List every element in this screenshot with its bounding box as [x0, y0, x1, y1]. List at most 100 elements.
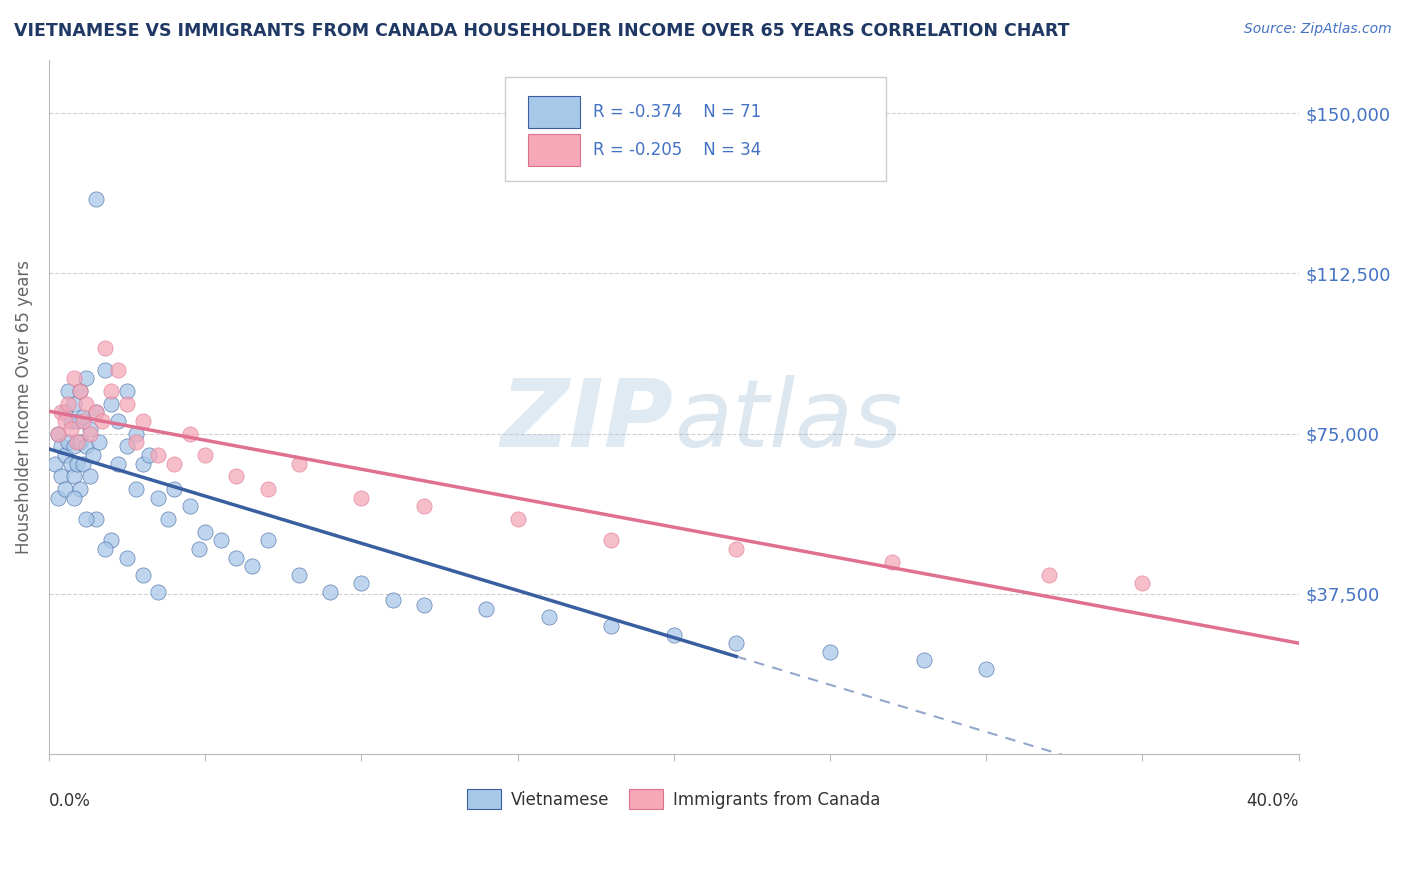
Immigrants from Canada — [163, 457, 186, 471]
Vietnamese — [75, 371, 97, 385]
Immigrants from Canada — [288, 457, 311, 471]
Vietnamese — [75, 512, 97, 526]
Vietnamese — [818, 645, 841, 659]
Immigrants from Canada — [125, 435, 148, 450]
Vietnamese — [319, 584, 342, 599]
Vietnamese — [72, 409, 94, 424]
Vietnamese — [46, 426, 69, 441]
Immigrants from Canada — [148, 448, 170, 462]
Vietnamese — [115, 439, 138, 453]
Vietnamese — [662, 627, 685, 641]
Vietnamese — [288, 567, 311, 582]
Immigrants from Canada — [53, 414, 76, 428]
FancyBboxPatch shape — [527, 134, 581, 166]
Immigrants from Canada — [59, 422, 82, 436]
Y-axis label: Householder Income Over 65 years: Householder Income Over 65 years — [15, 260, 32, 554]
Vietnamese — [66, 457, 89, 471]
Text: 40.0%: 40.0% — [1246, 792, 1299, 811]
Immigrants from Canada — [66, 435, 89, 450]
Vietnamese — [69, 435, 91, 450]
Vietnamese — [94, 362, 117, 376]
Immigrants from Canada — [51, 405, 73, 419]
Immigrants from Canada — [256, 482, 278, 496]
Vietnamese — [240, 559, 263, 574]
Vietnamese — [163, 482, 186, 496]
Immigrants from Canada — [91, 414, 114, 428]
Immigrants from Canada — [72, 414, 94, 428]
Vietnamese — [131, 567, 153, 582]
Vietnamese — [412, 598, 434, 612]
Immigrants from Canada — [79, 426, 101, 441]
Immigrants from Canada — [131, 414, 153, 428]
Immigrants from Canada — [179, 426, 201, 441]
Immigrants from Canada — [107, 362, 129, 376]
Vietnamese — [87, 435, 110, 450]
Immigrants from Canada — [412, 500, 434, 514]
Vietnamese — [69, 482, 91, 496]
Immigrants from Canada — [882, 555, 904, 569]
Vietnamese — [148, 491, 170, 505]
Vietnamese — [51, 469, 73, 483]
Vietnamese — [187, 542, 209, 557]
FancyBboxPatch shape — [527, 96, 581, 128]
Vietnamese — [44, 457, 66, 471]
Vietnamese — [138, 448, 160, 462]
Legend: Vietnamese, Immigrants from Canada: Vietnamese, Immigrants from Canada — [461, 783, 887, 815]
Vietnamese — [381, 593, 404, 607]
Vietnamese — [225, 550, 247, 565]
Immigrants from Canada — [600, 533, 623, 548]
Vietnamese — [156, 512, 179, 526]
Immigrants from Canada — [69, 384, 91, 398]
Immigrants from Canada — [84, 405, 107, 419]
Vietnamese — [51, 439, 73, 453]
Vietnamese — [107, 414, 129, 428]
Vietnamese — [350, 576, 373, 591]
Text: R = -0.205    N = 34: R = -0.205 N = 34 — [592, 141, 761, 159]
Vietnamese — [53, 448, 76, 462]
Vietnamese — [66, 414, 89, 428]
Vietnamese — [63, 469, 86, 483]
Vietnamese — [59, 457, 82, 471]
Text: ZIP: ZIP — [501, 375, 673, 467]
Vietnamese — [148, 584, 170, 599]
Vietnamese — [475, 602, 498, 616]
Immigrants from Canada — [1130, 576, 1153, 591]
Text: atlas: atlas — [673, 376, 903, 467]
Immigrants from Canada — [506, 512, 529, 526]
Immigrants from Canada — [94, 341, 117, 355]
Vietnamese — [56, 435, 79, 450]
Vietnamese — [84, 192, 107, 206]
Immigrants from Canada — [75, 397, 97, 411]
Text: 0.0%: 0.0% — [49, 792, 91, 811]
Immigrants from Canada — [100, 384, 122, 398]
Immigrants from Canada — [194, 448, 217, 462]
Vietnamese — [56, 384, 79, 398]
Vietnamese — [84, 512, 107, 526]
Immigrants from Canada — [225, 469, 247, 483]
Vietnamese — [79, 469, 101, 483]
Vietnamese — [107, 457, 129, 471]
Vietnamese — [59, 414, 82, 428]
Vietnamese — [94, 542, 117, 557]
Vietnamese — [179, 500, 201, 514]
Vietnamese — [125, 426, 148, 441]
Vietnamese — [63, 491, 86, 505]
Vietnamese — [69, 384, 91, 398]
Immigrants from Canada — [46, 426, 69, 441]
Vietnamese — [72, 457, 94, 471]
Vietnamese — [131, 457, 153, 471]
Vietnamese — [974, 662, 997, 676]
Immigrants from Canada — [63, 371, 86, 385]
Vietnamese — [53, 482, 76, 496]
Vietnamese — [194, 524, 217, 539]
Immigrants from Canada — [1038, 567, 1060, 582]
Immigrants from Canada — [350, 491, 373, 505]
Vietnamese — [79, 422, 101, 436]
Text: R = -0.374    N = 71: R = -0.374 N = 71 — [592, 103, 761, 121]
Vietnamese — [100, 533, 122, 548]
Immigrants from Canada — [56, 397, 79, 411]
Vietnamese — [115, 384, 138, 398]
Text: VIETNAMESE VS IMMIGRANTS FROM CANADA HOUSEHOLDER INCOME OVER 65 YEARS CORRELATIO: VIETNAMESE VS IMMIGRANTS FROM CANADA HOU… — [14, 22, 1070, 40]
Vietnamese — [256, 533, 278, 548]
FancyBboxPatch shape — [505, 77, 886, 181]
